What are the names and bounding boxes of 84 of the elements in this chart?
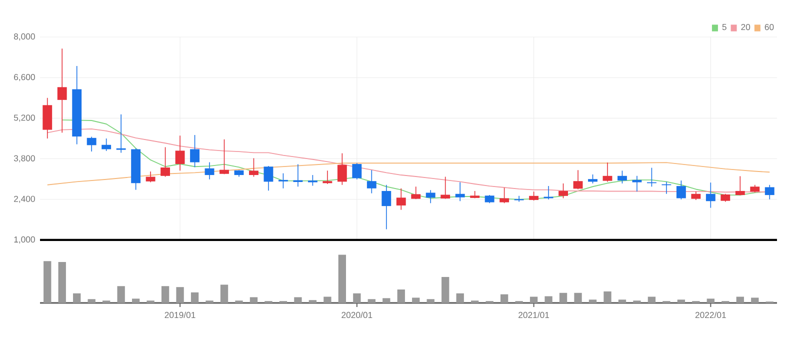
bar [648,296,656,303]
candlestick [366,170,376,194]
bar [117,286,125,303]
x-tick-label: 2019/01 [164,312,196,318]
bar [530,296,538,303]
candlestick [440,176,450,200]
bar [250,297,258,303]
bar [442,276,450,303]
bar [368,299,376,303]
bar [500,294,508,303]
candlestick [618,170,627,184]
candlestick [455,182,465,202]
bar [176,287,184,303]
bar [73,293,81,303]
bar [397,289,405,303]
candlestick [146,171,156,183]
bar [751,298,759,303]
candlestick [249,158,258,178]
candlestick [500,187,510,204]
bar [677,300,686,303]
y-tick-label: 1,000 [14,236,35,244]
candlestick [102,138,112,152]
candlestick [396,188,406,210]
bar [588,300,597,303]
bar [294,297,302,303]
legend-label: 60 [764,24,774,30]
bar [456,293,464,303]
x-tick-label: 2021/01 [518,312,550,318]
bar [736,296,744,303]
y-tick-label: 2,400 [14,196,35,203]
candlestick [57,48,67,134]
candlestick [278,172,288,189]
candlestick [308,174,318,186]
legend-label: 20 [741,24,750,30]
bar [412,298,420,303]
bar [132,298,140,303]
bar [161,286,170,303]
candlestick [735,176,745,196]
bar [706,298,714,303]
y-tick-label: 5,200 [14,114,35,122]
legend-label: 5 [722,24,726,30]
candlestick [293,164,303,188]
bar [559,292,568,303]
bar [220,284,228,303]
bar [544,296,552,303]
candlestick [602,162,612,182]
candlestick [116,114,126,154]
bar [353,293,361,303]
candlestick [411,186,421,200]
candlestick [558,183,568,199]
candlestick [220,138,229,175]
x-tick-label: 2020/01 [342,312,372,318]
candlestick [86,136,96,152]
bar [382,298,390,303]
bar [618,300,626,303]
candlestick [190,134,200,168]
candlestick [676,180,686,200]
candlestick [352,162,362,180]
bar [190,292,199,303]
candlestick [764,184,774,200]
candlestick [264,166,274,192]
bar [324,296,332,303]
bar [308,300,317,303]
candlestick [382,184,392,230]
y-tick-label: 3,800 [14,155,35,162]
bar [574,292,582,303]
candlestick [175,135,185,172]
bar [338,254,346,303]
candlestick [632,175,642,192]
y-tick-label: 6,600 [14,74,35,82]
candlestick [160,146,170,178]
candlestick [322,170,332,184]
bar [44,261,52,303]
bar [58,262,66,303]
candlestick [426,190,436,204]
candlestick [706,182,716,208]
bar [604,291,612,303]
bar [426,299,434,303]
candlestick [573,170,583,190]
candlestick [337,152,347,186]
bar [88,299,96,303]
x-tick-label: 2022/01 [695,312,726,318]
candlestick [204,162,214,180]
y-tick-label: 8,000 [14,33,35,41]
